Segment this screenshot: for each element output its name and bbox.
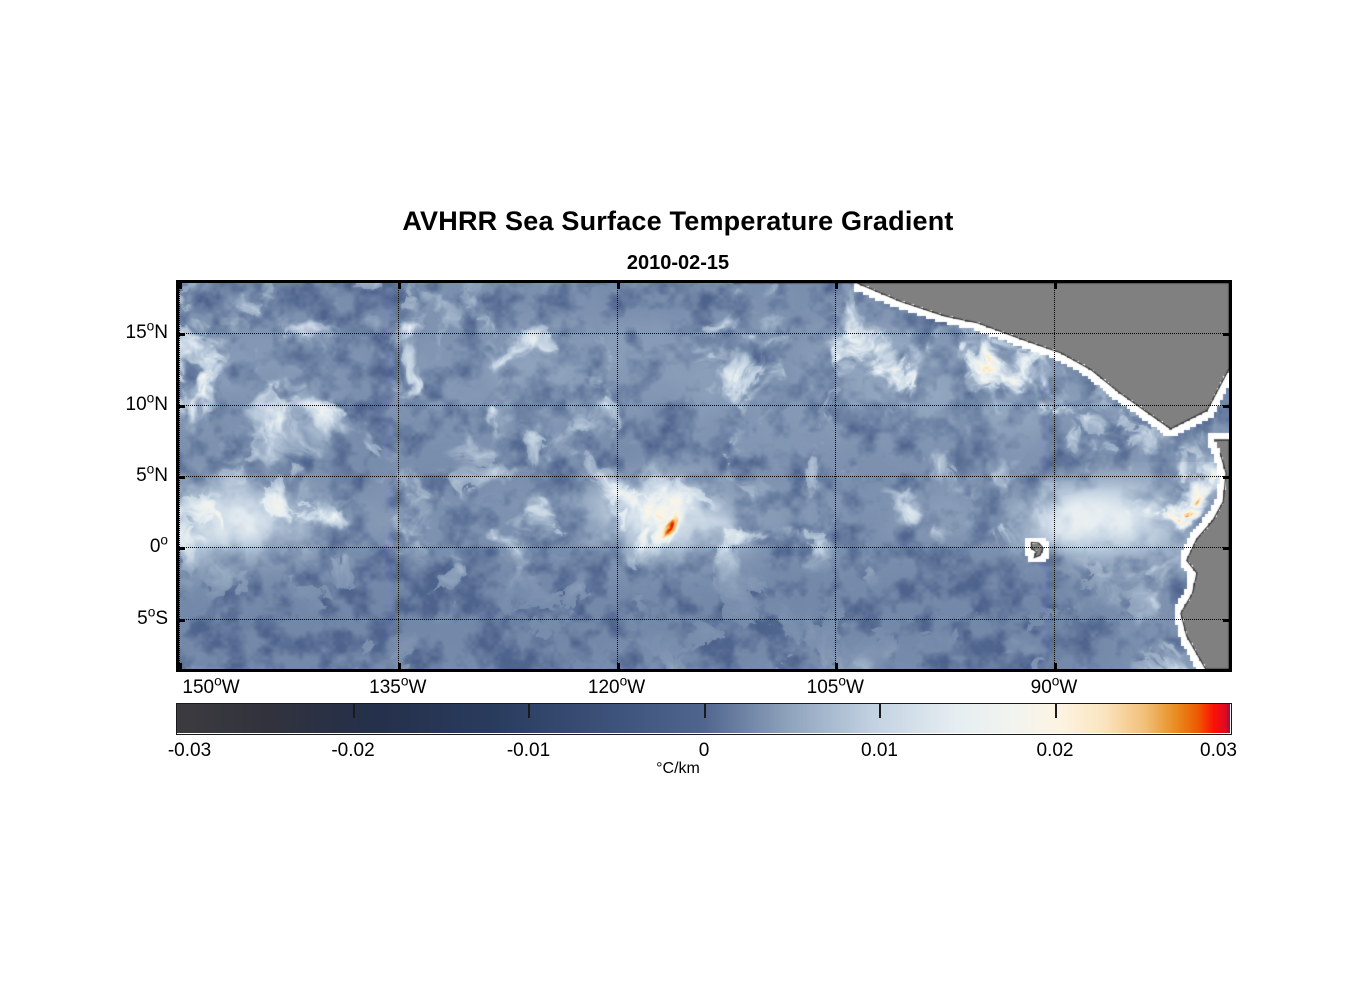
colorbar-tick--0.01 bbox=[528, 704, 530, 718]
colorbar-tick--0.02 bbox=[352, 704, 355, 718]
colorbar-tick-label: 0.02 bbox=[1036, 740, 1074, 761]
tick-y-left-15°N bbox=[176, 333, 185, 337]
x-tick-label: 135oW bbox=[369, 673, 427, 698]
colorbar-tick-label: -0.03 bbox=[167, 740, 212, 761]
map-plot-area bbox=[176, 280, 1232, 672]
tick-x-bottom-135°W bbox=[397, 663, 401, 672]
y-tick-label: 0o bbox=[149, 533, 168, 558]
figure-subtitle-date: 2010-02-15 bbox=[626, 252, 730, 274]
colorbar-tick-0 bbox=[703, 704, 706, 718]
colorbar-tick-label: 0 bbox=[698, 740, 710, 761]
x-tick-label: 90oW bbox=[1030, 673, 1078, 698]
tick-y-left-0° bbox=[176, 547, 185, 551]
y-tick-label: 15oN bbox=[125, 318, 168, 344]
y-tick-label: 5oN bbox=[136, 461, 168, 486]
x-tick-label: 105oW bbox=[806, 673, 864, 698]
tick-x-bottom-90°W bbox=[1054, 663, 1057, 672]
tick-y-right-5°N bbox=[1223, 476, 1232, 479]
colorbar-tick-label: 0.03 bbox=[1200, 740, 1237, 761]
tick-x-top-120°W bbox=[616, 280, 620, 289]
tick-y-left-10°N bbox=[176, 404, 185, 408]
sst-gradient-heatmap bbox=[179, 283, 1229, 669]
tick-y-right-5°S bbox=[1223, 618, 1232, 622]
x-tick-label: 120oW bbox=[587, 673, 646, 698]
tick-y-right-10°N bbox=[1223, 404, 1232, 408]
colorbar-tick-0.01 bbox=[879, 704, 881, 718]
y-tick-label: 5oS bbox=[137, 604, 168, 629]
tick-y-left-5°N bbox=[176, 476, 185, 479]
figure-title: AVHRR Sea Surface Temperature Gradient bbox=[402, 206, 954, 236]
colorbar-tick-label: -0.01 bbox=[506, 740, 551, 761]
tick-y-left-5°S bbox=[176, 618, 185, 622]
colorbar-tick-label: 0.01 bbox=[861, 740, 898, 761]
tick-x-top-105°W bbox=[835, 280, 839, 289]
colorbar-tick-0.02 bbox=[1054, 704, 1057, 718]
tick-x-top-135°W bbox=[397, 280, 401, 289]
tick-x-top-150°W bbox=[179, 280, 182, 289]
tick-x-bottom-120°W bbox=[616, 663, 620, 672]
tick-x-top-90°W bbox=[1054, 280, 1057, 289]
tick-y-right-0° bbox=[1223, 547, 1232, 551]
colorbar-tick-label: -0.02 bbox=[331, 740, 375, 761]
tick-x-bottom-105°W bbox=[835, 663, 839, 672]
tick-y-right-15°N bbox=[1223, 333, 1232, 337]
colorbar-unit-label: °C/km bbox=[656, 760, 700, 777]
colorbar bbox=[176, 703, 1232, 735]
tick-x-bottom-150°W bbox=[179, 663, 182, 672]
y-tick-label: 10oN bbox=[125, 390, 168, 415]
x-tick-label: 150oW bbox=[182, 673, 240, 698]
